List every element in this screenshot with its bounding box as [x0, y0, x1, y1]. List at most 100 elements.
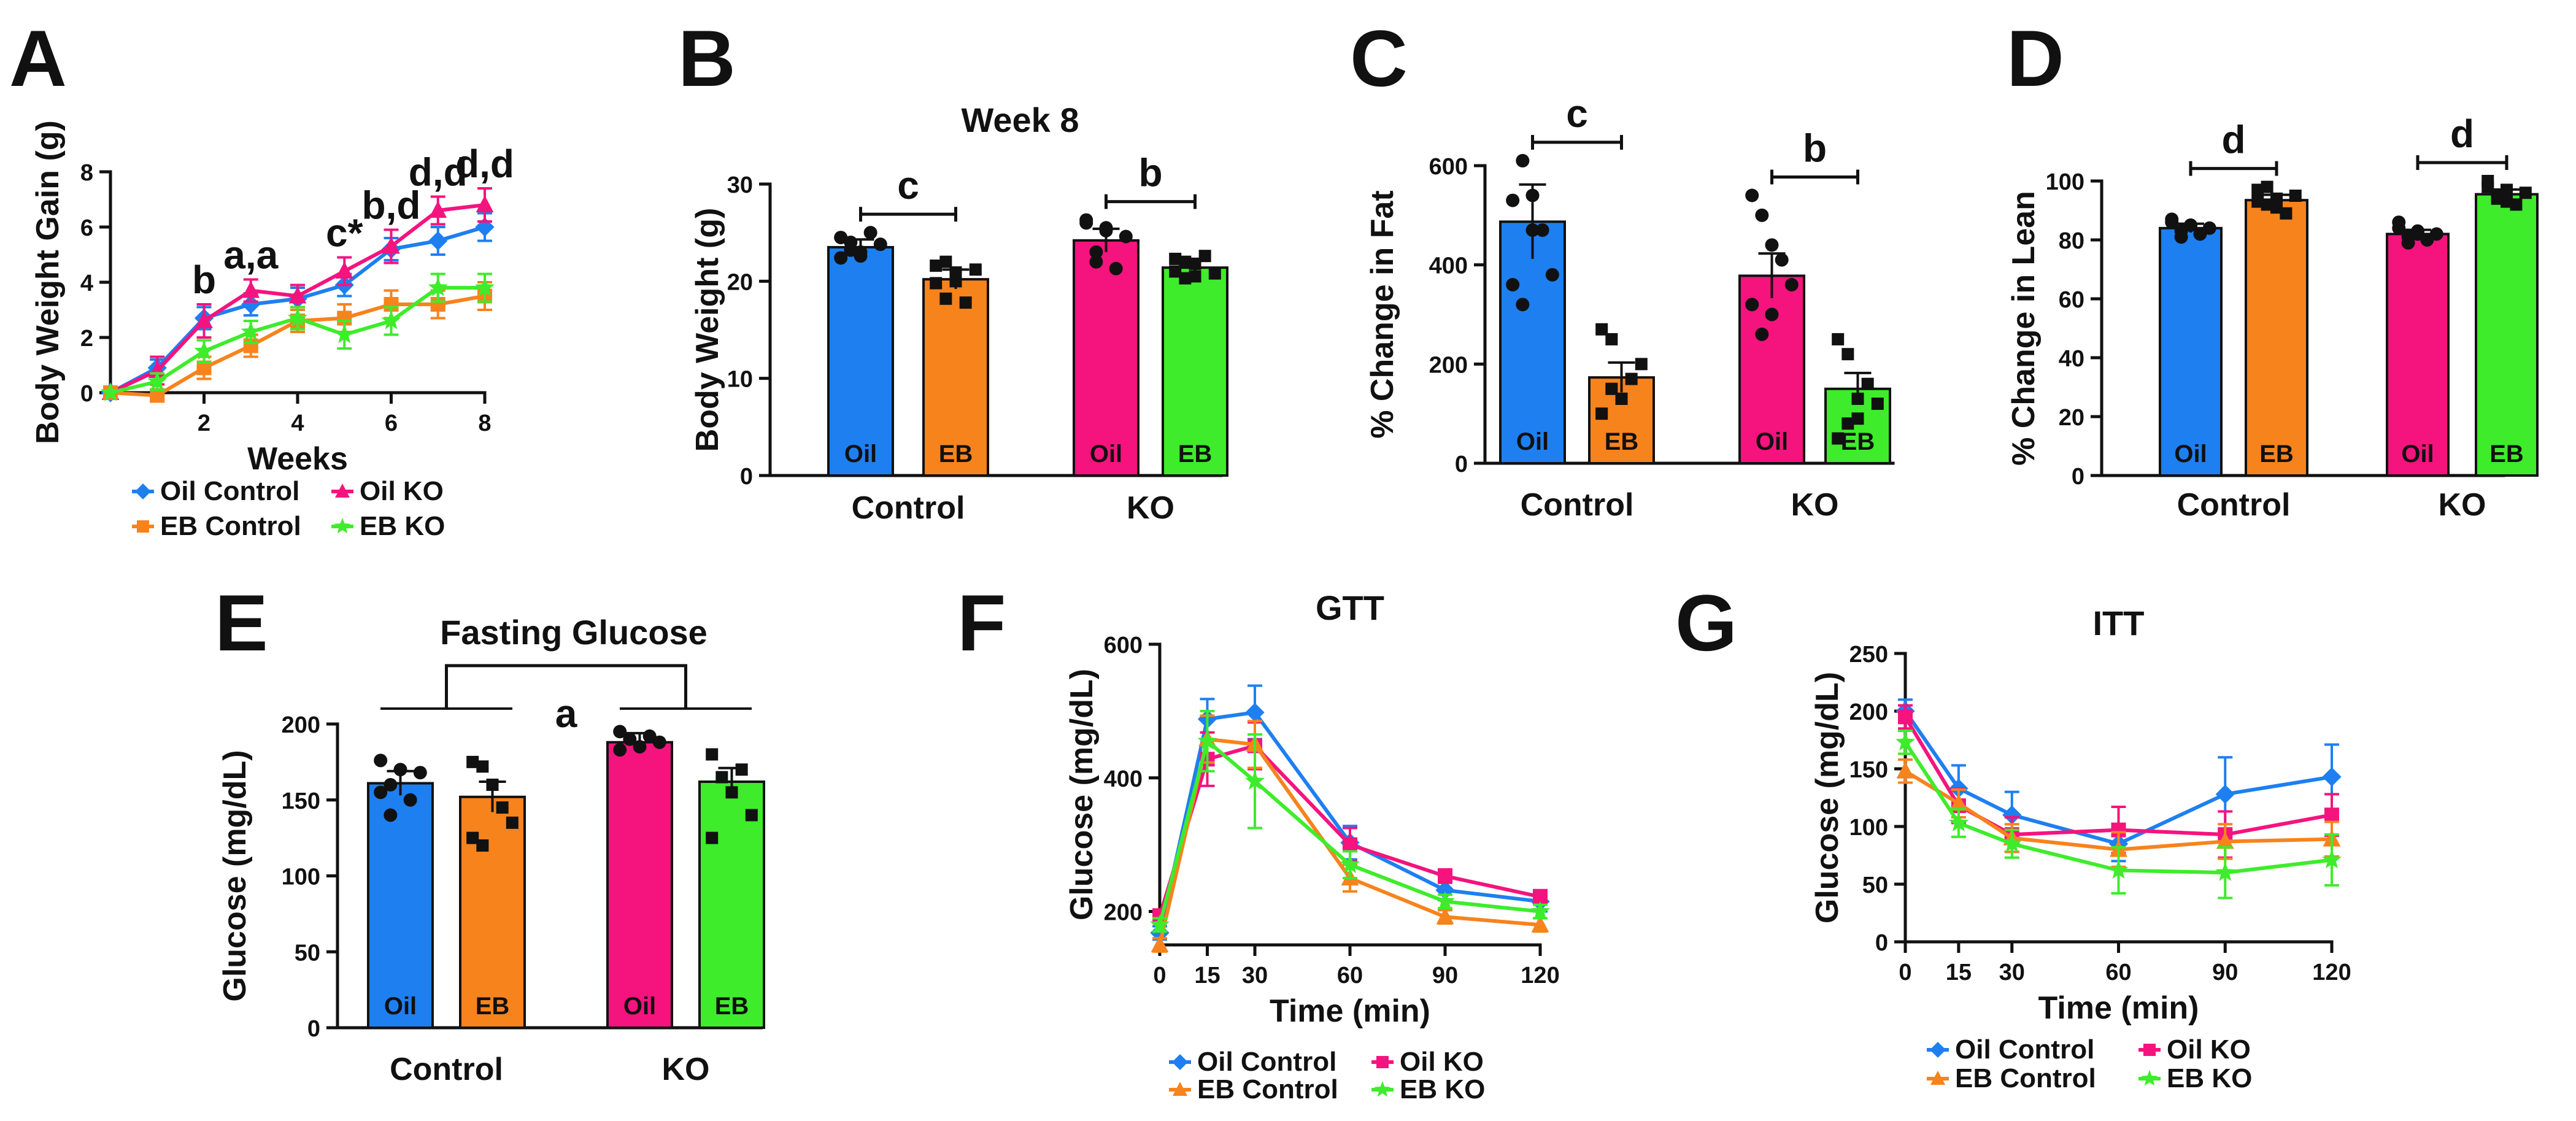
data-point: [1948, 812, 1969, 831]
bar-label: EB: [476, 993, 510, 1020]
data-point: [1775, 253, 1789, 267]
significance-label: b: [192, 258, 216, 302]
y-tick-label: 40: [2059, 346, 2084, 372]
y-tick-label: 0: [1455, 452, 1468, 477]
significance-label: d: [2221, 118, 2245, 162]
data-point: [1605, 333, 1618, 345]
data-point: [1930, 1042, 1946, 1058]
legend-label: Oil KO: [1400, 1047, 1484, 1077]
data-point: [374, 785, 388, 799]
data-point: [2251, 195, 2264, 208]
significance-label: a: [555, 691, 577, 736]
x-tick-label: 0: [1899, 960, 1911, 985]
data-point: [135, 483, 151, 499]
group-label: KO: [662, 1052, 710, 1087]
data-point: [2482, 175, 2494, 187]
y-tick-label: 50: [295, 940, 320, 966]
x-tick-label: 60: [1337, 963, 1363, 988]
data-point: [1169, 265, 1182, 278]
data-point: [1179, 255, 1192, 268]
data-point: [1506, 193, 1520, 207]
significance-label: a,a: [223, 233, 278, 277]
data-point: [476, 760, 489, 773]
data-point: [834, 251, 848, 265]
data-point: [969, 263, 982, 276]
data-point: [466, 831, 479, 844]
legend-label: EB Control: [160, 511, 301, 541]
data-point: [1530, 901, 1550, 920]
y-tick-label: 250: [1849, 642, 1888, 668]
data-point: [1595, 407, 1608, 420]
bar-label: EB: [1841, 428, 1875, 455]
data-point: [2510, 198, 2523, 211]
data-point: [335, 261, 353, 279]
y-tick-label: 6: [80, 215, 93, 241]
panel-letter-f: F: [957, 578, 1006, 668]
data-point: [2002, 805, 2022, 825]
data-point: [1531, 915, 1549, 933]
bracket: [445, 664, 687, 709]
data-point: [2143, 1044, 2156, 1056]
data-point: [844, 236, 858, 249]
data-point: [1595, 323, 1608, 336]
data-point: [288, 286, 307, 304]
y-tick-label: 200: [1429, 352, 1468, 378]
data-point: [939, 292, 952, 305]
series-line: [1158, 738, 1541, 926]
data-point: [1436, 907, 1454, 925]
data-point: [863, 226, 877, 240]
data-point: [1245, 703, 1265, 722]
data-point: [959, 296, 972, 309]
data-point: [930, 277, 943, 290]
data-point: [2429, 227, 2443, 241]
y-tick-label: 20: [727, 269, 753, 295]
data-point: [506, 816, 519, 829]
bar-label: Oil: [1756, 428, 1788, 455]
series-line: [1903, 741, 2332, 875]
data-point: [1516, 298, 1530, 312]
bar: [2245, 199, 2308, 477]
data-point: [1765, 307, 1779, 322]
y-tick-label: 400: [1429, 253, 1468, 279]
data-point: [1516, 153, 1530, 168]
data-point: [1189, 270, 1201, 283]
data-point: [2270, 201, 2283, 214]
data-point: [745, 809, 758, 822]
data-point: [1841, 417, 1854, 430]
series-line: [1903, 715, 2332, 837]
data-point: [1841, 348, 1854, 361]
data-point: [1172, 1054, 1188, 1070]
data-point: [1832, 432, 1845, 445]
bar: [2386, 233, 2450, 477]
data-point: [194, 341, 214, 360]
bar: [922, 278, 989, 477]
panel-letter-c: C: [1350, 13, 1408, 103]
data-point: [735, 763, 748, 776]
data-point: [2401, 236, 2415, 250]
data-point: [403, 793, 417, 807]
bar: [1073, 239, 1140, 477]
x-tick-label: 4: [291, 410, 304, 436]
data-point: [2165, 215, 2179, 229]
data-point: [2174, 230, 2188, 244]
series-line: [1158, 710, 1541, 934]
significance-label: b: [1803, 126, 1827, 171]
y-tick-label: 80: [2059, 228, 2084, 254]
legend-label: EB Control: [1955, 1063, 2096, 1093]
significance-label: c*: [326, 211, 363, 255]
data-point: [1545, 268, 1559, 282]
significance-label: b,d: [362, 183, 421, 228]
y-tick-label: 0: [2072, 464, 2084, 490]
y-axis-title: % Change in Fat: [1365, 190, 1400, 438]
data-point: [930, 260, 943, 272]
x-tick-label: 30: [1242, 963, 1268, 988]
legend-label: Oil Control: [160, 476, 299, 506]
y-axis-title: Body Weight Gain (g): [30, 120, 66, 444]
y-tick-label: 200: [1104, 900, 1143, 926]
y-tick-label: 150: [282, 788, 320, 814]
legend-label: EB KO: [2167, 1063, 2252, 1093]
bar-label: Oil: [2174, 441, 2207, 468]
data-point: [393, 763, 407, 777]
data-point: [1208, 267, 1221, 280]
